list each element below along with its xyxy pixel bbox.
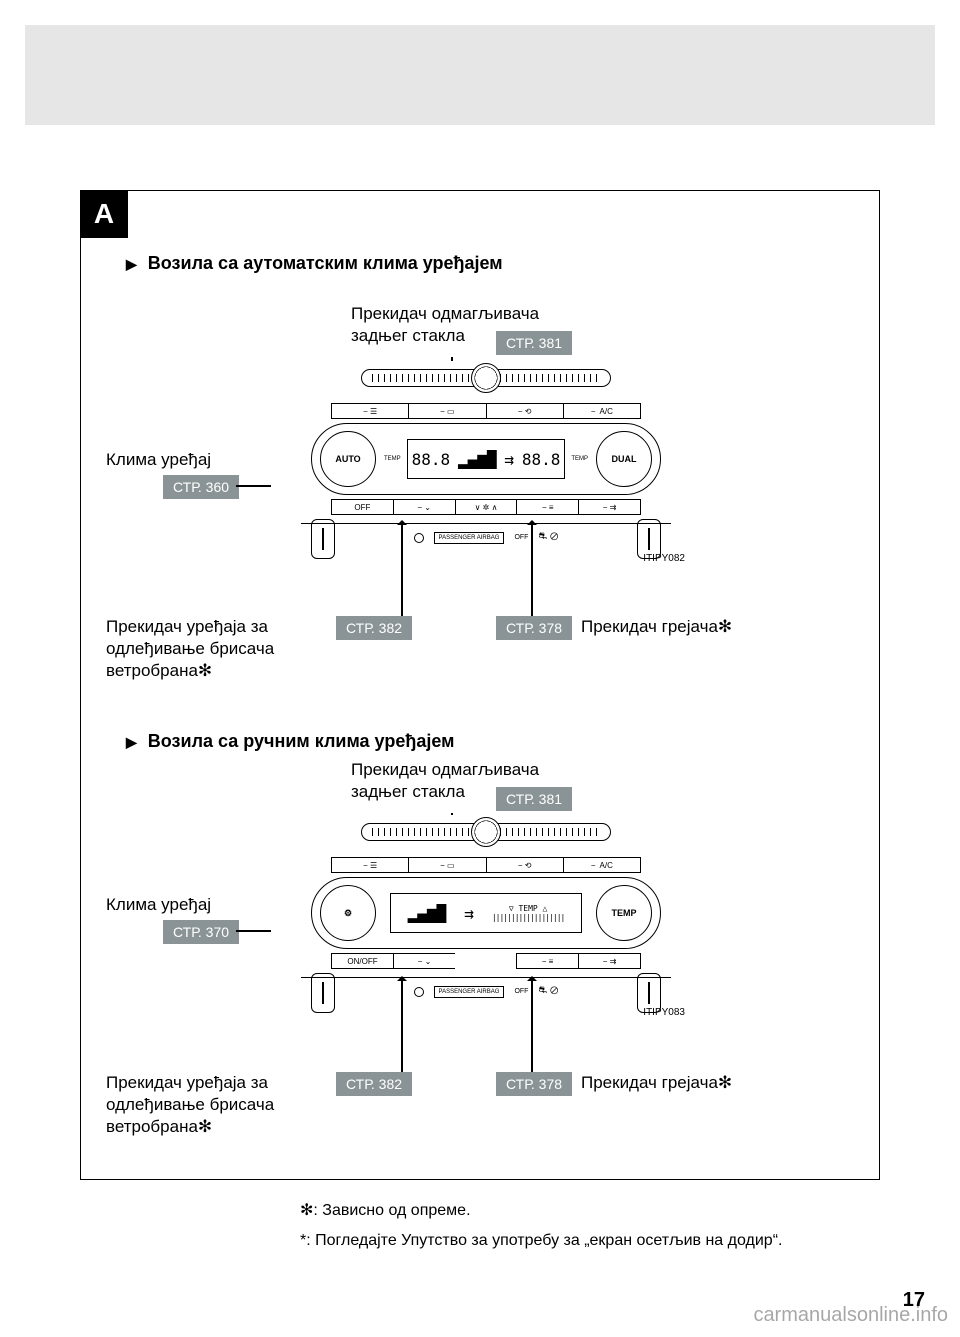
diagram-code-1: ITIPY082 (643, 553, 685, 564)
dual-dial: DUAL (596, 431, 652, 487)
footnote-star: ✻: Зависно од опреме. (300, 1200, 471, 1220)
spacer (455, 953, 516, 969)
content-frame: A ▶ Возила са аутоматским клима уређајем… (80, 190, 880, 1180)
btn-seg: − ⟲ (486, 857, 563, 873)
temp-l-text: TEMP (384, 456, 401, 462)
ac-display-manual: ▂▄▆█ ⇉ ▽ TEMP △ ||||||||||||||||||| (390, 893, 582, 933)
climate-diagram-manual: − ☰ − ▭ − ⟲ −A/C ⚙ ▂▄▆█ ⇉ ▽ TEMP △ |||||… (271, 815, 701, 1020)
page-ref-378b[interactable]: СТР. 378 (496, 1072, 572, 1096)
wiper-deice-label-1: Прекидач уређаја за одлеђивање брисача в… (106, 616, 316, 682)
center-knob (471, 363, 501, 393)
btn-seg: − ≡ (516, 499, 578, 515)
ac-panel: AUTO TEMP 88.8 ▂▄▆█ ⇉ 88.8 TEMP DUAL (311, 423, 661, 495)
ac-panel: ⚙ ▂▄▆█ ⇉ ▽ TEMP △ ||||||||||||||||||| TE… (311, 877, 661, 949)
manual-page: A ▶ Возила са аутоматским клима уређајем… (0, 0, 960, 1337)
page-ref-378a[interactable]: СТР. 378 (496, 616, 572, 640)
triangle-icon: ▶ (126, 734, 137, 750)
btn-seg: − ▭ (408, 403, 485, 419)
fan-dial: ⚙ (320, 885, 376, 941)
arrow-heater-1 (531, 521, 533, 616)
btn-seg: − ⟲ (486, 403, 563, 419)
climate-label-2: Клима уређај (106, 894, 211, 916)
footnote-asterisk: *: Погледајте Упутство за употребу за „е… (300, 1232, 782, 1250)
btn-seg: ∨ ✲ ∧ (455, 499, 517, 515)
page-ref-360[interactable]: СТР. 360 (163, 475, 239, 499)
bottom-button-row: ON/OFF − ⌄ − ≡ − ⇉ (331, 953, 641, 969)
security-led (414, 987, 424, 997)
page-ref-381b[interactable]: СТР. 381 (496, 787, 572, 811)
subheading-manual: ▶ Возила са ручним клима уређајем (126, 731, 454, 752)
ac-display: 88.8 ▂▄▆█ ⇉ 88.8 (407, 439, 566, 479)
btn-seg: − ☰ (331, 857, 408, 873)
climate-label-1: Клима уређај (106, 449, 211, 471)
btn-seg: − ⌄ (393, 953, 455, 969)
off-seg: OFF (331, 499, 393, 515)
arrow-heater-2 (531, 977, 533, 1072)
temp-readout-r: 88.8 (522, 450, 561, 469)
seat-icon: ⛐ ⊘ (538, 531, 558, 544)
top-button-row: − ☰ − ▭ − ⟲ −A/C (331, 403, 641, 419)
arrow-wiper-2 (401, 977, 403, 1072)
subheading-manual-text: Возила са ручним клима уређајем (148, 731, 455, 751)
temp-readout-l: 88.8 (412, 450, 451, 469)
triangle-icon: ▶ (126, 256, 137, 272)
arrow-wiper-1 (401, 521, 403, 616)
btn-seg: − ☰ (331, 403, 408, 419)
seat-icon: ⛐ ⊘ (538, 985, 558, 998)
section-badge: A (80, 190, 128, 238)
airbag-off: OFF (514, 988, 528, 995)
onoff-seg: ON/OFF (331, 953, 393, 969)
center-knob (471, 817, 501, 847)
temp-r-text: TEMP (571, 456, 588, 462)
btn-seg: − ⇉ (578, 499, 641, 515)
btn-seg: − ▭ (408, 857, 485, 873)
airbag-indicator: PASSENGER AIRBAG (434, 986, 505, 998)
climate-diagram-auto: − ☰ − ▭ − ⟲ −A/C AUTO TEMP 88.8 ▂▄▆█ ⇉ 8… (271, 361, 701, 566)
lower-strip: PASSENGER AIRBAG OFF ⛐ ⊘ (301, 523, 671, 551)
btn-seg: − ⌄ (393, 499, 455, 515)
btn-seg: −A/C (563, 857, 641, 873)
page-ref-370[interactable]: СТР. 370 (163, 920, 239, 944)
airflow-icon: ⇉ (504, 450, 514, 469)
subheading-auto: ▶ Возила са аутоматским клима уређајем (126, 253, 503, 274)
page-ref-382a[interactable]: СТР. 382 (336, 616, 412, 640)
lower-strip: PASSENGER AIRBAG OFF ⛐ ⊘ (301, 977, 671, 1005)
watermark: carmanualsonline.info (753, 1304, 948, 1327)
bottom-button-row: OFF − ⌄ ∨ ✲ ∧ − ≡ − ⇉ (331, 499, 641, 515)
btn-seg: − ≡ (516, 953, 578, 969)
page-ref-382b[interactable]: СТР. 382 (336, 1072, 412, 1096)
airflow-icon: ⇉ (464, 904, 474, 923)
auto-dial: AUTO (320, 431, 376, 487)
page-ref-381a[interactable]: СТР. 381 (496, 331, 572, 355)
header-band (25, 25, 935, 125)
wiper-deice-label-2: Прекидач уређаја за одлеђивање брисача в… (106, 1072, 316, 1138)
airbag-indicator: PASSENGER AIRBAG (434, 532, 505, 544)
diagram-code-2: ITIPY083 (643, 1007, 685, 1018)
temp-dial: TEMP (596, 885, 652, 941)
bars-icon: ▂▄▆█ (458, 450, 497, 469)
btn-seg: − ⇉ (578, 953, 641, 969)
btn-seg: −A/C (563, 403, 641, 419)
top-button-row: − ☰ − ▭ − ⟲ −A/C (331, 857, 641, 873)
temp-scale: ▽ TEMP △ ||||||||||||||||||| (492, 904, 565, 922)
heater-label-2: Прекидач грејача✻ (581, 1072, 732, 1094)
subheading-auto-text: Возила са аутоматским клима уређајем (148, 253, 503, 273)
security-led (414, 533, 424, 543)
bars-icon: ▂▄▆█ (408, 904, 447, 923)
airbag-off: OFF (514, 534, 528, 541)
heater-label-1: Прекидач грејача✻ (581, 616, 732, 638)
